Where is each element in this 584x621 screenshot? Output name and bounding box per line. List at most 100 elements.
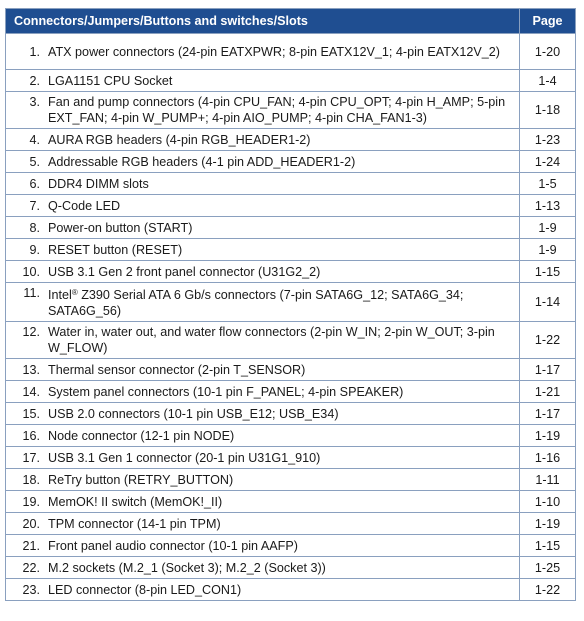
row-number: 23. — [14, 582, 48, 598]
row-text: USB 3.1 Gen 1 connector (20-1 pin U31G1_… — [48, 450, 515, 466]
row-description: 8. Power-on button (START) — [6, 217, 520, 239]
table-row: 14. System panel connectors (10-1 pin F_P… — [6, 381, 576, 403]
row-number: 15. — [14, 406, 48, 422]
table-row: 7. Q-Code LED 1-13 — [6, 195, 576, 217]
row-text: USB 3.1 Gen 2 front panel connector (U31… — [48, 264, 515, 280]
row-number: 6. — [14, 176, 48, 192]
row-number: 12. — [14, 324, 48, 340]
row-page: 1-11 — [520, 469, 576, 491]
row-description: 18. ReTry button (RETRY_BUTTON) — [6, 469, 520, 491]
table-row: 6. DDR4 DIMM slots 1-5 — [6, 173, 576, 195]
row-page: 1-13 — [520, 195, 576, 217]
table-row: 1. ATX power connectors (24-pin EATXPWR; … — [6, 34, 576, 70]
table-row: 23. LED connector (8-pin LED_CON1) 1-22 — [6, 579, 576, 601]
table-row: 18. ReTry button (RETRY_BUTTON) 1-11 — [6, 469, 576, 491]
row-text: MemOK! II switch (MemOK!_II) — [48, 494, 515, 510]
table-row: 4. AURA RGB headers (4-pin RGB_HEADER1-2)… — [6, 129, 576, 151]
row-page: 1-16 — [520, 447, 576, 469]
row-page: 1-19 — [520, 513, 576, 535]
row-number: 10. — [14, 264, 48, 280]
row-number: 21. — [14, 538, 48, 554]
row-description: 22. M.2 sockets (M.2_1 (Socket 3); M.2_2 … — [6, 557, 520, 579]
row-number: 4. — [14, 132, 48, 148]
row-page: 1-25 — [520, 557, 576, 579]
row-page: 1-19 — [520, 425, 576, 447]
row-text: System panel connectors (10-1 pin F_PANE… — [48, 384, 515, 400]
row-text: Power-on button (START) — [48, 220, 515, 236]
row-description: 14. System panel connectors (10-1 pin F_P… — [6, 381, 520, 403]
row-description: 20. TPM connector (14-1 pin TPM) — [6, 513, 520, 535]
row-description: 23. LED connector (8-pin LED_CON1) — [6, 579, 520, 601]
table-row: 15. USB 2.0 connectors (10-1 pin USB_E12;… — [6, 403, 576, 425]
row-text: TPM connector (14-1 pin TPM) — [48, 516, 515, 532]
row-page: 1-9 — [520, 217, 576, 239]
row-number: 13. — [14, 362, 48, 378]
row-text: ReTry button (RETRY_BUTTON) — [48, 472, 515, 488]
table-row: 12. Water in, water out, and water flow c… — [6, 322, 576, 359]
row-text: LGA1151 CPU Socket — [48, 73, 515, 89]
row-page: 1-22 — [520, 322, 576, 359]
row-description: 7. Q-Code LED — [6, 195, 520, 217]
table-row: 21. Front panel audio connector (10-1 pin… — [6, 535, 576, 557]
row-page: 1-17 — [520, 359, 576, 381]
row-page: 1-10 — [520, 491, 576, 513]
table-row: 3. Fan and pump connectors (4-pin CPU_FAN… — [6, 92, 576, 129]
row-number: 14. — [14, 384, 48, 400]
row-number: 2. — [14, 73, 48, 89]
row-description: 9. RESET button (RESET) — [6, 239, 520, 261]
row-text: Thermal sensor connector (2-pin T_SENSOR… — [48, 362, 515, 378]
table-row: 19. MemOK! II switch (MemOK!_II) 1-10 — [6, 491, 576, 513]
row-page: 1-15 — [520, 535, 576, 557]
row-text: Water in, water out, and water flow conn… — [48, 324, 515, 356]
table-row: 17. USB 3.1 Gen 1 connector (20-1 pin U31… — [6, 447, 576, 469]
table-row: 11. Intel® Z390 Serial ATA 6 Gb/s connect… — [6, 283, 576, 322]
table-header-row: Connectors/Jumpers/Buttons and switches/… — [6, 9, 576, 34]
table-row: 20. TPM connector (14-1 pin TPM) 1-19 — [6, 513, 576, 535]
row-number: 8. — [14, 220, 48, 236]
row-text-brand: Intel — [48, 288, 72, 302]
row-text: LED connector (8-pin LED_CON1) — [48, 582, 515, 598]
row-number: 1. — [14, 44, 48, 60]
row-text-rest: Z390 Serial ATA 6 Gb/s connectors (7-pin… — [48, 288, 463, 318]
row-page: 1-20 — [520, 34, 576, 70]
row-description: 5. Addressable RGB headers (4-1 pin ADD_H… — [6, 151, 520, 173]
row-number: 9. — [14, 242, 48, 258]
row-page: 1-14 — [520, 283, 576, 322]
row-description: 11. Intel® Z390 Serial ATA 6 Gb/s connect… — [6, 283, 520, 322]
row-page: 1-22 — [520, 579, 576, 601]
row-page: 1-24 — [520, 151, 576, 173]
table-row: 13. Thermal sensor connector (2-pin T_SEN… — [6, 359, 576, 381]
row-page: 1-23 — [520, 129, 576, 151]
row-text: DDR4 DIMM slots — [48, 176, 515, 192]
table-row: 5. Addressable RGB headers (4-1 pin ADD_H… — [6, 151, 576, 173]
row-description: 2. LGA1151 CPU Socket — [6, 70, 520, 92]
row-number: 7. — [14, 198, 48, 214]
row-page: 1-15 — [520, 261, 576, 283]
table-row: 2. LGA1151 CPU Socket 1-4 — [6, 70, 576, 92]
table-row: 10. USB 3.1 Gen 2 front panel connector (… — [6, 261, 576, 283]
row-description: 10. USB 3.1 Gen 2 front panel connector (… — [6, 261, 520, 283]
row-page: 1-5 — [520, 173, 576, 195]
row-text: AURA RGB headers (4-pin RGB_HEADER1-2) — [48, 132, 515, 148]
row-description: 17. USB 3.1 Gen 1 connector (20-1 pin U31… — [6, 447, 520, 469]
row-description: 12. Water in, water out, and water flow c… — [6, 322, 520, 359]
row-page: 1-21 — [520, 381, 576, 403]
row-page: 1-4 — [520, 70, 576, 92]
table-row: 22. M.2 sockets (M.2_1 (Socket 3); M.2_2 … — [6, 557, 576, 579]
row-description: 4. AURA RGB headers (4-pin RGB_HEADER1-2) — [6, 129, 520, 151]
row-description: 6. DDR4 DIMM slots — [6, 173, 520, 195]
row-number: 19. — [14, 494, 48, 510]
row-text: USB 2.0 connectors (10-1 pin USB_E12; US… — [48, 406, 515, 422]
row-page: 1-9 — [520, 239, 576, 261]
row-number: 20. — [14, 516, 48, 532]
row-number: 5. — [14, 154, 48, 170]
row-page: 1-17 — [520, 403, 576, 425]
row-text: ATX power connectors (24-pin EATXPWR; 8-… — [48, 44, 515, 60]
row-number: 16. — [14, 428, 48, 444]
row-number: 3. — [14, 94, 48, 110]
row-description: 1. ATX power connectors (24-pin EATXPWR; … — [6, 34, 520, 70]
row-number: 22. — [14, 560, 48, 576]
row-description: 15. USB 2.0 connectors (10-1 pin USB_E12;… — [6, 403, 520, 425]
row-description: 21. Front panel audio connector (10-1 pin… — [6, 535, 520, 557]
row-text: Addressable RGB headers (4-1 pin ADD_HEA… — [48, 154, 515, 170]
